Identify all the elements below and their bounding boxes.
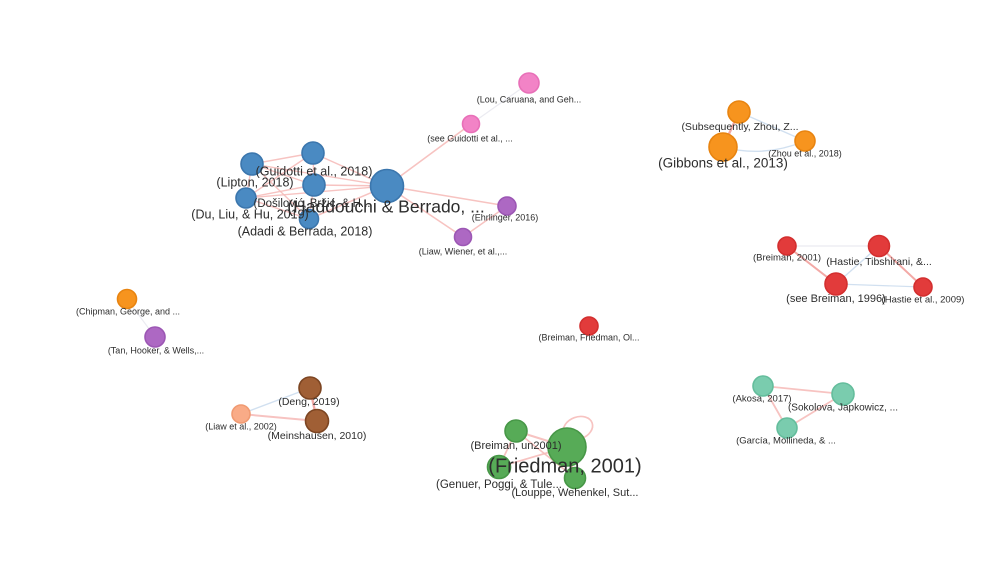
graph-node-b2[interactable] [240, 152, 264, 176]
graph-edge [515, 430, 576, 479]
node-label-b6: (Haddouchi & Berrado, ... [287, 197, 484, 217]
node-label-o1: (Subsequently, Zhou, Z... [681, 121, 798, 133]
graph-node-r4[interactable] [913, 277, 933, 297]
graph-node-b4[interactable] [235, 187, 257, 209]
graph-node-o4[interactable] [116, 288, 138, 310]
node-label-v3: (Tan, Hooker, & Wells,... [108, 345, 204, 355]
graph-node-b5[interactable] [298, 208, 320, 230]
node-label-g3: (Genuer, Poggi, & Tule... [436, 479, 562, 491]
graph-edge [386, 185, 508, 207]
graph-edge [245, 197, 310, 220]
graph-node-p2[interactable] [461, 114, 481, 134]
graph-node-v3[interactable] [144, 326, 166, 348]
graph-node-r3[interactable] [824, 272, 848, 296]
graph-node-b3[interactable] [302, 173, 326, 197]
graph-node-p1[interactable] [518, 72, 540, 94]
graph-node-g3[interactable] [486, 454, 512, 480]
node-label-r2: (Hastie, Tibshirani, &... [826, 256, 932, 268]
graph-edge [240, 413, 318, 422]
graph-node-g1[interactable] [504, 419, 528, 443]
graph-node-br2[interactable] [231, 404, 251, 424]
graph-node-br3[interactable] [304, 408, 330, 434]
graph-edge [245, 152, 314, 199]
node-label-o2: (Gibbons et al., 2013) [658, 156, 788, 171]
node-label-o4: (Chipman, George, and ... [76, 306, 180, 316]
node-label-b2: (Lipton, 2018) [216, 175, 293, 189]
node-label-b1: (Guidotti et al., 2018) [256, 164, 373, 178]
node-label-g4: (Louppe, Wehenkel, Sut... [512, 487, 639, 499]
graph-node-b1[interactable] [301, 141, 325, 165]
node-label-g1: (Breiman, un2001) [470, 440, 561, 452]
graph-edge [738, 111, 806, 142]
node-label-r3: (see Breiman, 1996) [786, 293, 886, 305]
node-label-r5: (Breiman, Friedman, Ol... [538, 332, 639, 342]
labels-layer: (Guidotti et al., 2018)(Lipton, 2018) (Do… [76, 94, 964, 499]
graph-node-v2[interactable] [453, 227, 473, 247]
node-label-v1: (Ehrlinger, 2016) [472, 212, 539, 222]
graph-node-r2[interactable] [867, 234, 891, 258]
graph-node-v1[interactable] [497, 196, 517, 216]
graph-edge [835, 283, 924, 288]
nodes-layer [116, 72, 933, 490]
graph-node-o2[interactable] [708, 132, 738, 162]
node-label-r1: (Breiman, 2001) [753, 253, 821, 264]
graph-node-b6[interactable] [369, 168, 405, 204]
node-label-p2: (see Guidotti et al., ... [427, 133, 513, 143]
graph-node-t2[interactable] [831, 382, 855, 406]
graph-node-r5[interactable] [579, 316, 599, 336]
graph-node-r1[interactable] [777, 236, 797, 256]
node-label-b3: (Došilović, Bržić, & H... [254, 198, 371, 210]
graph-edge [386, 123, 472, 187]
graph-edge [470, 82, 530, 125]
node-label-t2: (Sokolova, Japkowicz, ... [788, 403, 898, 414]
graph-edge [762, 385, 844, 395]
graph-node-g2[interactable] [547, 427, 587, 467]
node-label-br1: (Deng, 2019) [278, 396, 339, 408]
node-label-g2: (Friedman, 2001) [488, 455, 641, 477]
node-label-br3: (Meinshausen, 2010) [268, 430, 367, 442]
graph-node-br1[interactable] [298, 376, 322, 400]
graph-node-t3[interactable] [776, 417, 798, 439]
node-label-b5: (Adadi & Berrada, 2018) [238, 224, 373, 238]
graph-node-g4[interactable] [563, 466, 587, 490]
graph-node-o3[interactable] [794, 130, 816, 152]
node-label-r4: (Hastie et al., 2009) [882, 295, 965, 306]
node-label-t1: (Akosa, 2017) [732, 394, 791, 405]
node-label-o3: (Zhou et al., 2018) [768, 148, 842, 158]
node-label-p1: (Lou, Caruana, and Geh... [477, 94, 582, 104]
graph-node-o1[interactable] [727, 100, 751, 124]
graph-node-t1[interactable] [752, 375, 774, 397]
graph-edge [240, 387, 311, 415]
node-label-b4: (Du, Liu, & Hu, 2019) [191, 207, 308, 221]
node-label-v2: (Liaw, Wiener, et al.,... [419, 246, 508, 256]
node-label-br2: (Liaw et al., 2002) [205, 421, 277, 431]
node-label-t3: (García, Mollineda, & ... [736, 436, 836, 447]
